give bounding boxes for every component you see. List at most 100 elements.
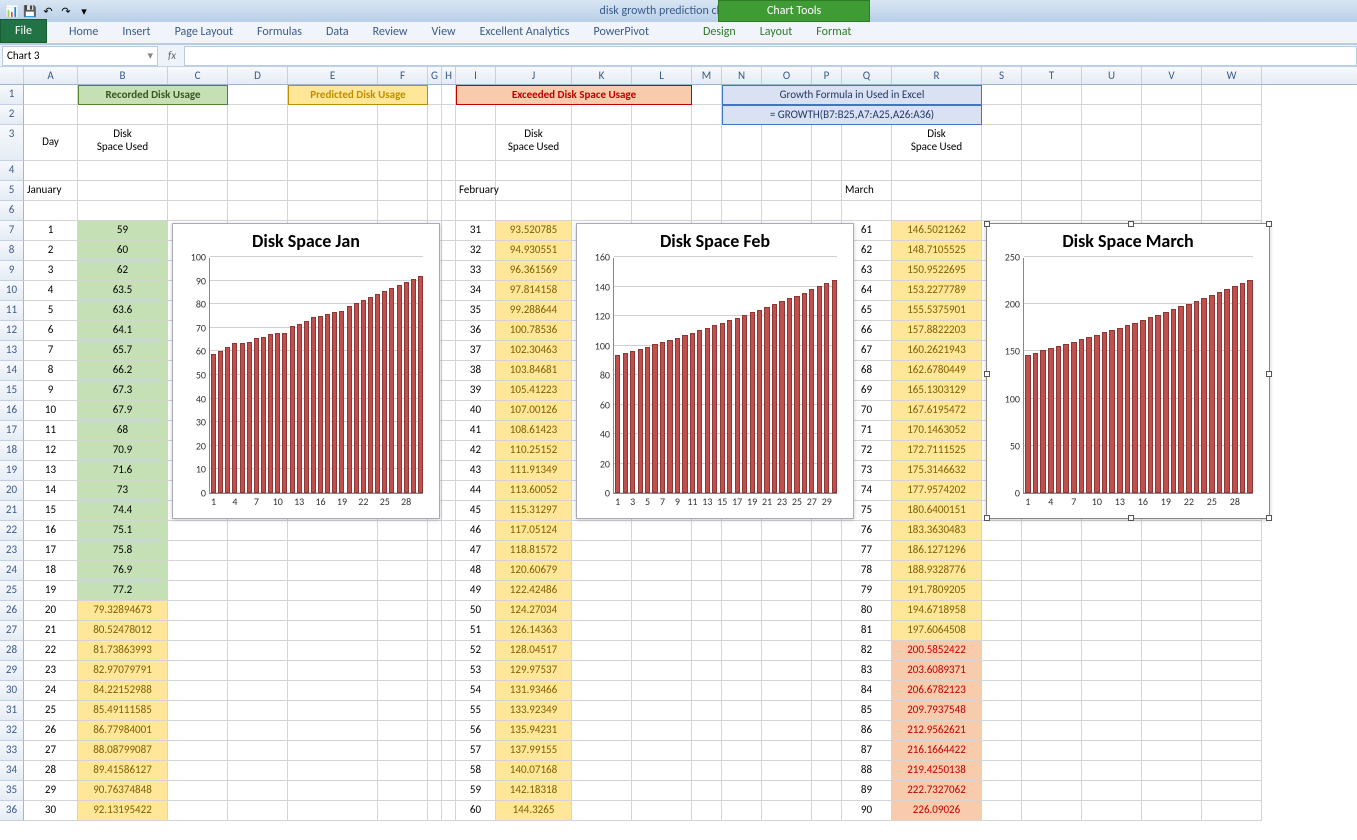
cell-H12[interactable]	[442, 321, 456, 341]
cell-V22[interactable]	[1142, 521, 1202, 541]
cell-M24[interactable]	[692, 561, 722, 581]
cell-A12[interactable]: 6	[24, 321, 78, 341]
cell-J22[interactable]: 117.05124	[496, 521, 572, 541]
column-header-N[interactable]: N	[722, 67, 762, 84]
cell-P28[interactable]	[812, 641, 842, 661]
cell-B14[interactable]: 66.2	[78, 361, 168, 381]
cell-I21[interactable]: 45	[456, 501, 496, 521]
ribbon-tab-excellent-analytics[interactable]: Excellent Analytics	[468, 21, 582, 43]
cell-V28[interactable]	[1142, 641, 1202, 661]
cell-M36[interactable]	[692, 801, 722, 821]
row-header-17[interactable]: 17	[0, 421, 24, 441]
row-header-19[interactable]: 19	[0, 461, 24, 481]
cell-U23[interactable]	[1082, 541, 1142, 561]
cell-B21[interactable]: 74.4	[78, 501, 168, 521]
cell-Q36[interactable]: 90	[842, 801, 892, 821]
cell-J3[interactable]: DiskSpace Used	[496, 125, 572, 161]
cell-S22[interactable]	[982, 521, 1022, 541]
cell-N33[interactable]	[722, 741, 762, 761]
cell-H17[interactable]	[442, 421, 456, 441]
cell-B9[interactable]: 62	[78, 261, 168, 281]
cell-F25[interactable]	[378, 581, 428, 601]
cell-B34[interactable]: 89.41586127	[78, 761, 168, 781]
cell-F24[interactable]	[378, 561, 428, 581]
select-all[interactable]	[0, 67, 24, 84]
cell-I33[interactable]: 57	[456, 741, 496, 761]
cell-E33[interactable]	[288, 741, 378, 761]
cell-S1[interactable]	[982, 85, 1022, 105]
cell-I2[interactable]	[456, 105, 496, 125]
cell-F32[interactable]	[378, 721, 428, 741]
row-header-2[interactable]: 2	[0, 105, 24, 125]
cell-U3[interactable]	[1082, 125, 1142, 161]
cell-T33[interactable]	[1022, 741, 1082, 761]
cell-E3[interactable]	[288, 125, 378, 161]
resize-handle[interactable]	[1266, 221, 1272, 227]
column-header-S[interactable]: S	[982, 67, 1022, 84]
column-header-Q[interactable]: Q	[842, 67, 892, 84]
cell-J7[interactable]: 93.520785	[496, 221, 572, 241]
column-header-A[interactable]: A	[24, 67, 78, 84]
cell-D1[interactable]	[228, 85, 288, 105]
cell-U25[interactable]	[1082, 581, 1142, 601]
row-header-27[interactable]: 27	[0, 621, 24, 641]
cell-H16[interactable]	[442, 401, 456, 421]
cell-L2[interactable]	[632, 105, 692, 125]
cell-U30[interactable]	[1082, 681, 1142, 701]
cell-M1[interactable]	[692, 85, 722, 105]
cell-R21[interactable]: 180.6400151	[892, 501, 982, 521]
cell-H36[interactable]	[442, 801, 456, 821]
cell-L32[interactable]	[632, 721, 692, 741]
cell-V33[interactable]	[1142, 741, 1202, 761]
cell-S23[interactable]	[982, 541, 1022, 561]
cell-J23[interactable]: 118.81572	[496, 541, 572, 561]
cell-R22[interactable]: 183.3630483	[892, 521, 982, 541]
cell-K27[interactable]	[572, 621, 632, 641]
cell-L22[interactable]	[632, 521, 692, 541]
cell-R11[interactable]: 155.5375901	[892, 301, 982, 321]
column-header-E[interactable]: E	[288, 67, 378, 84]
cell-R32[interactable]: 212.9562621	[892, 721, 982, 741]
cell-A10[interactable]: 4	[24, 281, 78, 301]
cell-K23[interactable]	[572, 541, 632, 561]
cell-R33[interactable]: 216.1664422	[892, 741, 982, 761]
column-header-V[interactable]: V	[1142, 67, 1202, 84]
cell-H34[interactable]	[442, 761, 456, 781]
cell-R15[interactable]: 165.1303129	[892, 381, 982, 401]
cell-Q30[interactable]: 84	[842, 681, 892, 701]
cell-R18[interactable]: 172.7111525	[892, 441, 982, 461]
cell-J2[interactable]	[496, 105, 572, 125]
cell-B6[interactable]	[78, 201, 168, 221]
cell-T29[interactable]	[1022, 661, 1082, 681]
column-header-D[interactable]: D	[228, 67, 288, 84]
cell-W23[interactable]	[1202, 541, 1262, 561]
cell-J14[interactable]: 103.84681	[496, 361, 572, 381]
cell-U22[interactable]	[1082, 521, 1142, 541]
cell-E32[interactable]	[288, 721, 378, 741]
cell-T27[interactable]	[1022, 621, 1082, 641]
cell-T30[interactable]	[1022, 681, 1082, 701]
cell-L4[interactable]	[632, 161, 692, 181]
cell-E25[interactable]	[288, 581, 378, 601]
cell-H26[interactable]	[442, 601, 456, 621]
row-header-9[interactable]: 9	[0, 261, 24, 281]
cell-U32[interactable]	[1082, 721, 1142, 741]
cell-K35[interactable]	[572, 781, 632, 801]
cell-B26[interactable]: 79.32894673	[78, 601, 168, 621]
cell-M27[interactable]	[692, 621, 722, 641]
cell-I22[interactable]: 46	[456, 521, 496, 541]
cell-N6[interactable]	[722, 201, 762, 221]
cell-J28[interactable]: 128.04517	[496, 641, 572, 661]
row-header-31[interactable]: 31	[0, 701, 24, 721]
cell-C6[interactable]	[168, 201, 228, 221]
cell-G5[interactable]	[428, 181, 442, 201]
cell-B23[interactable]: 75.8	[78, 541, 168, 561]
cell-W1[interactable]	[1202, 85, 1262, 105]
cell-T22[interactable]	[1022, 521, 1082, 541]
cell-P34[interactable]	[812, 761, 842, 781]
cell-J31[interactable]: 133.92349	[496, 701, 572, 721]
cell-U29[interactable]	[1082, 661, 1142, 681]
cell-I35[interactable]: 59	[456, 781, 496, 801]
column-header-C[interactable]: C	[168, 67, 228, 84]
row-header-6[interactable]: 6	[0, 201, 24, 221]
